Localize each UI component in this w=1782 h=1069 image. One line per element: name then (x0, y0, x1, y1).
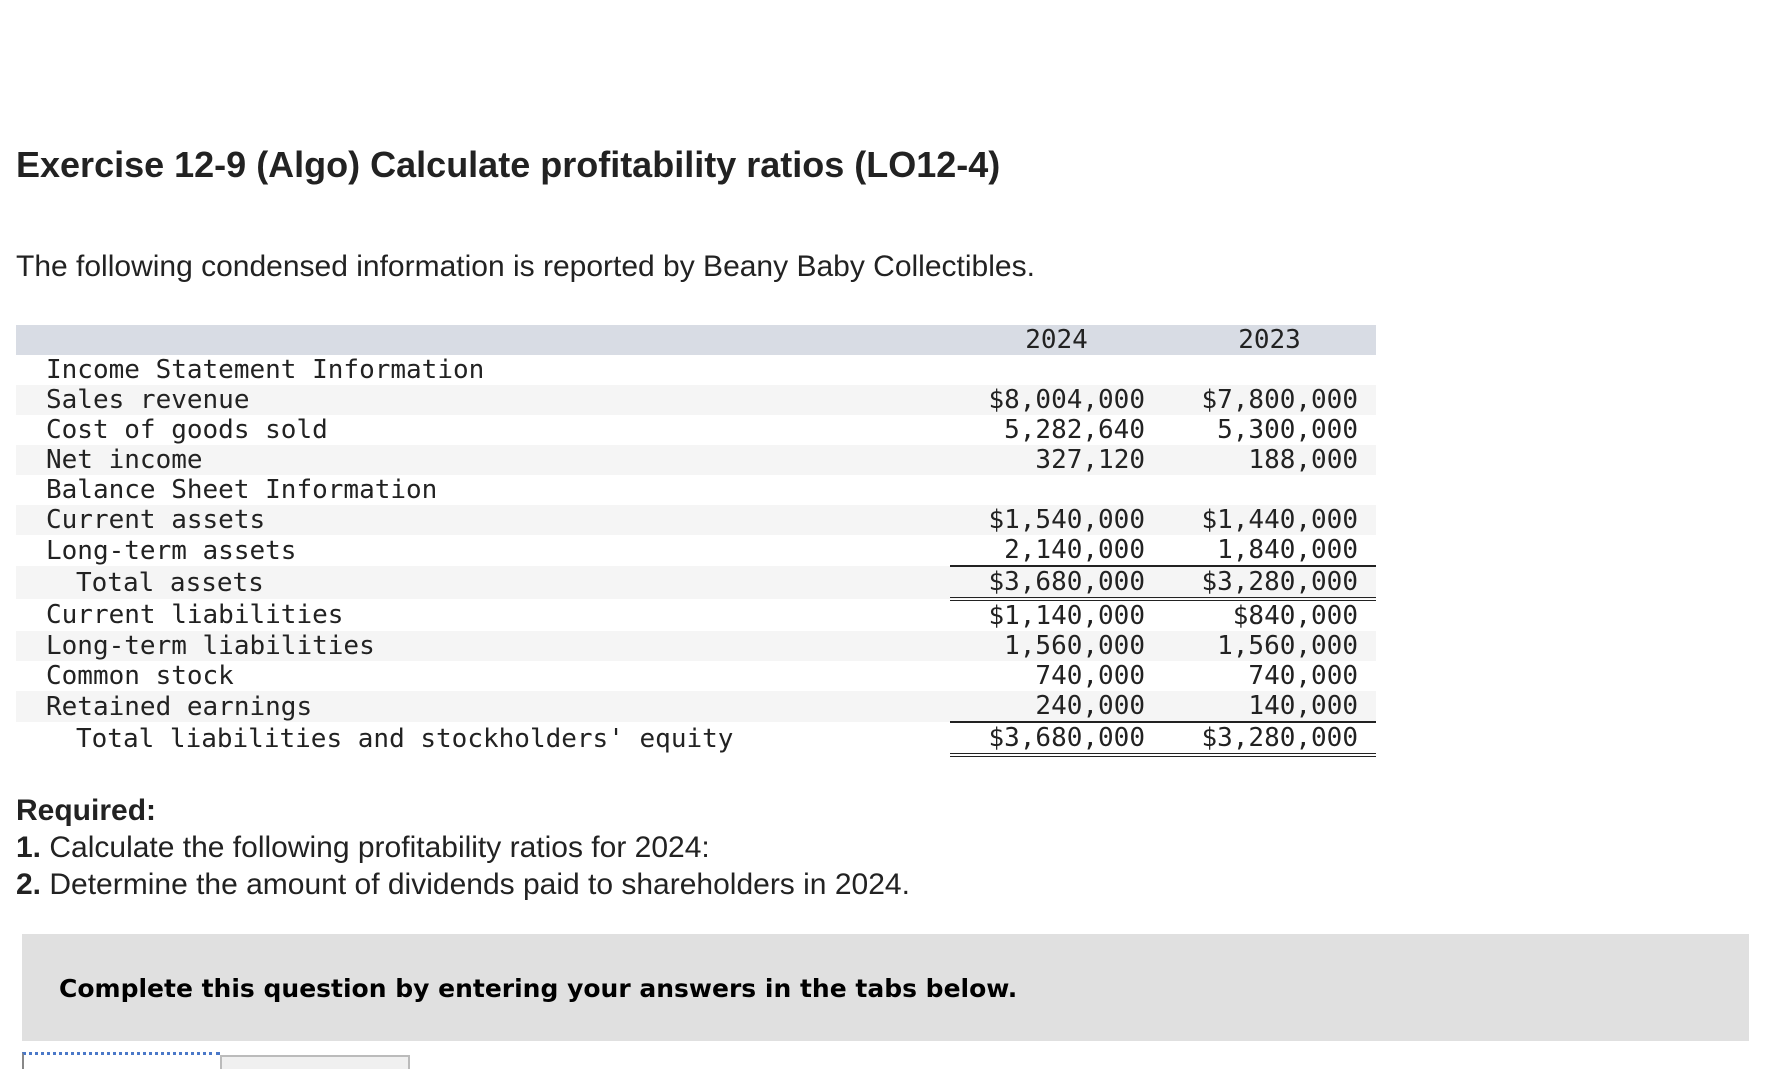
row-label: Current liabilities (46, 600, 344, 630)
table-row: Net income 327,120 188,000 (16, 445, 1376, 475)
row-label: Sales revenue (16, 385, 950, 415)
table-row: Current assets $1,540,000 $1,440,000 (16, 505, 1376, 535)
col-2024: 2024 (950, 325, 1163, 355)
value-2023: $840,000 (1232, 601, 1358, 631)
value-2023: $1,440,000 (1163, 505, 1376, 535)
table-row: Cost of goods sold 5,282,640 5,300,000 (16, 415, 1376, 445)
table-row: Total assets $3,680,000 $3,280,000 (16, 565, 1376, 601)
value-2023 (1163, 355, 1376, 385)
value-2023: $3,280,000 (1163, 565, 1376, 601)
row-label: Common stock (46, 661, 234, 691)
value-2024 (950, 355, 1163, 385)
row-label: Net income (16, 445, 950, 475)
value-2023: 140,000 (1163, 691, 1376, 722)
row-label: Total assets (16, 566, 950, 599)
financial-table: 2024 2023 Income Statement Information Sa… (16, 325, 1376, 757)
table-row: Retained earnings 240,000 140,000 (16, 691, 1376, 722)
row-label: Current assets (16, 505, 950, 535)
table-header: 2024 2023 (16, 325, 1376, 355)
table-row: Current liabilities $1,140,000 $840,000 (16, 599, 1376, 631)
row-label: Long-term liabilities (16, 631, 950, 661)
value-2024: 5,282,640 (1004, 415, 1145, 445)
value-2024: 327,120 (950, 445, 1163, 475)
table-row: Income Statement Information (16, 355, 1376, 385)
table-row: Balance Sheet Information (16, 475, 1376, 505)
table-row: Sales revenue $8,004,000 $7,800,000 (16, 385, 1376, 415)
required-item-2: 2. Determine the amount of dividends pai… (16, 868, 910, 901)
value-2023: 1,560,000 (1163, 631, 1376, 661)
value-2024: 1,560,000 (950, 631, 1163, 661)
table-row: Long-term assets 2,140,000 1,840,000 (16, 535, 1376, 566)
tab-required-1[interactable] (22, 1052, 220, 1069)
value-2024: $3,680,000 (950, 721, 1163, 757)
instruction-text: Complete this question by entering your … (59, 974, 1018, 1003)
row-label: Total liabilities and stockholders' equi… (76, 723, 734, 754)
table-row: Total liabilities and stockholders' equi… (16, 721, 1376, 757)
tab-required-2[interactable] (220, 1055, 410, 1069)
col-2023: 2023 (1163, 325, 1376, 355)
row-label: Balance Sheet Information (46, 475, 438, 505)
required-item-1: 1. Calculate the following profitability… (16, 831, 710, 864)
value-2024: 240,000 (950, 691, 1163, 722)
value-2024: $1,540,000 (950, 505, 1163, 535)
value-2023: 188,000 (1163, 445, 1376, 475)
required-heading: Required: (16, 794, 157, 827)
table-row: Long-term liabilities 1,560,000 1,560,000 (16, 631, 1376, 661)
value-2024: $3,680,000 (950, 565, 1163, 601)
row-label: Cost of goods sold (46, 415, 328, 445)
value-2024 (950, 475, 1163, 505)
instruction-banner: Complete this question by entering your … (22, 934, 1749, 1041)
table-row: Common stock 740,000 740,000 (16, 661, 1376, 691)
required-section: Required: 1. Calculate the following pro… (16, 792, 910, 903)
value-2024: $8,004,000 (950, 385, 1163, 415)
value-2024: 2,140,000 (1004, 535, 1145, 565)
value-2023: 5,300,000 (1217, 415, 1358, 445)
value-2023: 1,840,000 (1217, 535, 1358, 565)
value-2023: 740,000 (1248, 661, 1358, 691)
value-2023 (1163, 475, 1376, 505)
value-2024: 740,000 (1035, 661, 1145, 691)
value-2023: $3,280,000 (1163, 721, 1376, 757)
value-2024: $1,140,000 (988, 601, 1145, 631)
value-2023: $7,800,000 (1163, 385, 1376, 415)
row-label: Income Statement Information (46, 355, 485, 385)
row-label: Long-term assets (46, 535, 297, 566)
exercise-title: Exercise 12-9 (Algo) Calculate profitabi… (16, 144, 1001, 185)
row-label: Retained earnings (16, 691, 950, 722)
intro-text: The following condensed information is r… (16, 250, 1035, 283)
